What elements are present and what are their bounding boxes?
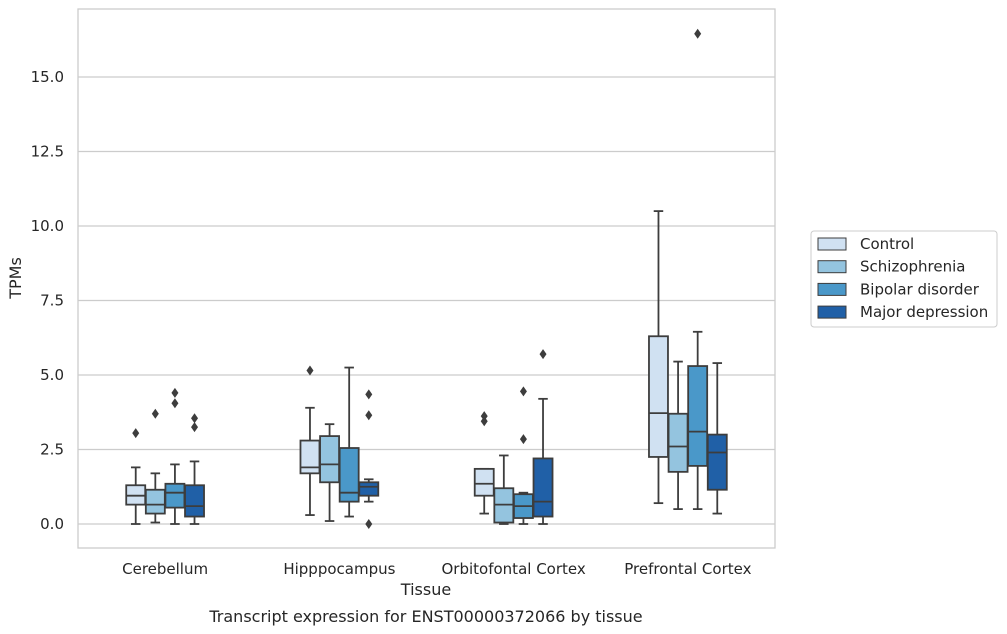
box-plot — [358, 389, 380, 529]
box — [667, 412, 689, 473]
legend: Control Schizophrenia Bipolar disorder Majo… — [810, 230, 998, 328]
box — [648, 335, 669, 458]
box-plot — [493, 454, 515, 525]
outlier-point — [365, 410, 373, 421]
box-plot — [338, 366, 360, 518]
y-tick-label: 5.0 — [40, 366, 64, 384]
series-control — [125, 210, 669, 525]
x-tick-label: Prefrontal Cortex — [624, 560, 751, 578]
box-plot — [687, 28, 709, 511]
y-tick-label: 12.5 — [31, 143, 64, 161]
box — [687, 365, 709, 467]
box — [144, 488, 166, 515]
y-tick-label: 0.0 — [40, 515, 64, 533]
outlier-point — [191, 422, 199, 433]
x-tick-label: Hipppocampus — [283, 560, 395, 578]
y-tick-label: 15.0 — [31, 68, 64, 86]
legend-swatch — [817, 260, 847, 274]
outlier-point — [171, 398, 179, 409]
box — [473, 467, 495, 497]
series-major-depression — [184, 349, 728, 529]
series-schizophrenia — [144, 360, 689, 525]
legend-swatch — [817, 237, 847, 251]
outlier-point — [132, 428, 140, 439]
box — [358, 481, 380, 497]
x-tick-labels: Cerebellum Hipppocampus Orbitofontal Corte… — [122, 560, 751, 578]
box-plot — [667, 360, 689, 511]
outlier-point — [519, 434, 527, 445]
legend-label: Control — [860, 235, 914, 253]
legend-swatch — [817, 305, 847, 319]
outlier-point — [480, 411, 488, 422]
x-tick-label: Cerebellum — [122, 560, 208, 578]
figure-caption: Transcript expression for ENST0000037206… — [208, 607, 642, 626]
legend-swatch — [817, 282, 847, 296]
box — [319, 435, 340, 484]
box-plot — [513, 386, 534, 525]
y-tick-labels: 0.0 2.5 5.0 7.5 10.0 12.5 15.0 — [31, 68, 64, 533]
outlier-point — [365, 519, 373, 529]
box — [299, 439, 321, 475]
outlier-point — [539, 349, 547, 360]
series-bipolar-disorder — [164, 28, 709, 525]
box-plot — [706, 362, 728, 515]
y-axis-title: TPMs — [6, 257, 25, 300]
y-tick-label: 2.5 — [40, 441, 64, 459]
box — [164, 482, 186, 509]
box-plot — [299, 365, 321, 516]
legend-label: Bipolar disorder — [860, 280, 980, 298]
outlier-point — [365, 389, 373, 400]
box-plot — [473, 411, 495, 515]
y-tick-label: 7.5 — [40, 292, 64, 310]
legend-label: Schizophrenia — [860, 258, 965, 276]
box-plot — [648, 210, 669, 505]
box-plot — [184, 413, 205, 525]
legend-label: Major depression — [860, 303, 988, 321]
box — [532, 457, 554, 518]
box-plot — [532, 349, 554, 525]
box — [184, 484, 205, 518]
x-tick-label: Orbitofontal Cortex — [442, 560, 586, 578]
outlier-point — [519, 386, 527, 397]
outlier-point — [694, 28, 702, 39]
legend-frame — [810, 230, 998, 328]
box — [706, 433, 728, 491]
box-plot — [125, 428, 147, 525]
box-plot — [319, 423, 340, 522]
outlier-point — [151, 408, 159, 419]
box-series — [125, 28, 728, 529]
plot-frame — [77, 8, 776, 549]
outlier-point — [306, 365, 314, 376]
outlier-point — [480, 416, 488, 427]
y-tick-label: 10.0 — [31, 217, 64, 235]
box — [338, 447, 360, 503]
x-axis-title: Tissue — [400, 580, 451, 599]
outlier-point — [171, 387, 179, 398]
outlier-point — [191, 413, 199, 424]
